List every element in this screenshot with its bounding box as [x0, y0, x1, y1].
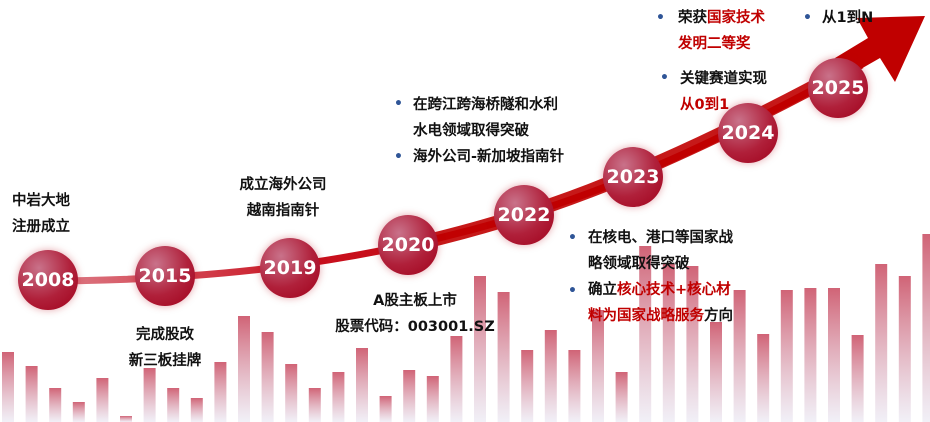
highlight-text: 国家技术 [707, 10, 765, 26]
highlight-text: 料为国家战略服务 [588, 308, 704, 324]
background-bar [686, 266, 699, 422]
text-line: 确立核心技术+核心材 [588, 277, 733, 303]
milestone-2020-text: A股主板上市 股票代码：003001.SZ [330, 288, 500, 340]
background-bar [72, 402, 85, 422]
background-bar [2, 352, 14, 422]
text-line: 中岩大地 [12, 193, 70, 209]
year-node-2024: 2024 [718, 103, 778, 163]
year-node-2025: 2025 [808, 58, 868, 118]
background-bar [356, 348, 368, 422]
background-bar [143, 368, 156, 422]
text-line: 完成股改 [136, 327, 194, 343]
background-bar [167, 388, 180, 422]
background-bar [733, 290, 746, 422]
background-bar [308, 388, 321, 422]
text-line: 略领域取得突破 [588, 256, 690, 272]
text-line: 新三板挂牌 [128, 353, 202, 369]
bullet-icon: • [660, 70, 669, 86]
background-bar [898, 276, 911, 422]
background-bar [426, 376, 439, 422]
text-line: 关键赛道实现 [680, 71, 767, 87]
background-bar [757, 334, 770, 422]
background-bar [521, 350, 534, 422]
background-bar [922, 234, 930, 422]
background-bar [828, 288, 840, 422]
text-line: 水电领域取得突破 [413, 123, 529, 139]
milestone-2025-text-2: 从1到N [822, 5, 873, 31]
bullet-icon: • [568, 230, 577, 246]
year-node-2015: 2015 [135, 246, 195, 306]
background-bar [592, 310, 604, 422]
background-bar [710, 322, 722, 422]
milestone-2022-text: 在跨江跨海桥隧和水利 水电领域取得突破 海外公司-新加坡指南针 [413, 92, 564, 170]
background-bar [49, 388, 62, 422]
background-bar [497, 292, 510, 422]
background-bar [238, 316, 250, 422]
text-line: 在核电、港口等国家战 [588, 230, 733, 246]
milestone-2008-text: 中岩大地 注册成立 [12, 188, 70, 240]
text-line: 注册成立 [12, 219, 70, 235]
background-bar [780, 290, 793, 422]
background-bar [615, 372, 628, 422]
background-bar [379, 396, 392, 422]
year-node-2020: 2020 [378, 215, 438, 275]
year-node-2019: 2019 [260, 238, 320, 298]
background-bar [544, 330, 557, 422]
background-bar [851, 335, 864, 422]
text-span: 方向 [704, 308, 733, 324]
background-bar [190, 398, 203, 422]
background-bar [120, 416, 132, 422]
milestone-2019-text: 成立海外公司 越南指南针 [228, 172, 338, 224]
background-bar [214, 362, 227, 422]
background-bar [450, 336, 463, 422]
text-line: A股主板上市 [373, 293, 457, 309]
text-line: 越南指南针 [246, 203, 320, 219]
background-bar [568, 350, 581, 422]
text-line: 在跨江跨海桥隧和水利 [413, 97, 558, 113]
background-bar [875, 264, 888, 422]
milestone-2015-text: 完成股改 新三板挂牌 [120, 322, 210, 374]
milestone-2024-text: 关键赛道实现 从0到1 [680, 66, 767, 118]
text-line: 荣获国家技术 [678, 5, 765, 31]
text-span: 荣获 [678, 10, 707, 26]
background-bar [639, 246, 652, 422]
milestone-2025-text: 荣获国家技术 发明二等奖 [678, 5, 765, 57]
bullet-icon: • [803, 10, 812, 26]
text-line: 海外公司-新加坡指南针 [413, 149, 565, 165]
highlight-text: 从0到1 [680, 97, 730, 113]
text-line: 股票代码：003001.SZ [335, 319, 495, 335]
background-bar [662, 264, 675, 422]
background-bar [285, 364, 298, 422]
background-bar [261, 332, 274, 422]
year-node-2008: 2008 [18, 250, 78, 310]
highlight-text: 核心技术+核心材 [617, 282, 731, 298]
text-line: 从1到N [822, 10, 874, 26]
bullet-icon: • [656, 10, 665, 26]
bullet-icon: • [394, 96, 403, 112]
text-span: 确立 [588, 282, 617, 298]
bullet-icon: • [568, 283, 577, 299]
text-line: 成立海外公司 [239, 177, 327, 193]
background-bar [403, 370, 416, 422]
year-node-2023: 2023 [603, 147, 663, 207]
background-bar [96, 378, 109, 422]
milestone-2023-text: 在核电、港口等国家战 略领域取得突破 确立核心技术+核心材 料为国家战略服务方向 [588, 225, 733, 329]
background-bar [804, 288, 817, 422]
bullet-icon: • [394, 149, 403, 165]
text-line: 料为国家战略服务方向 [588, 303, 733, 329]
background-bar [25, 366, 38, 422]
background-bar [332, 372, 345, 422]
highlight-text: 发明二等奖 [678, 36, 751, 52]
background-bar [474, 276, 486, 422]
year-node-2022: 2022 [494, 185, 554, 245]
